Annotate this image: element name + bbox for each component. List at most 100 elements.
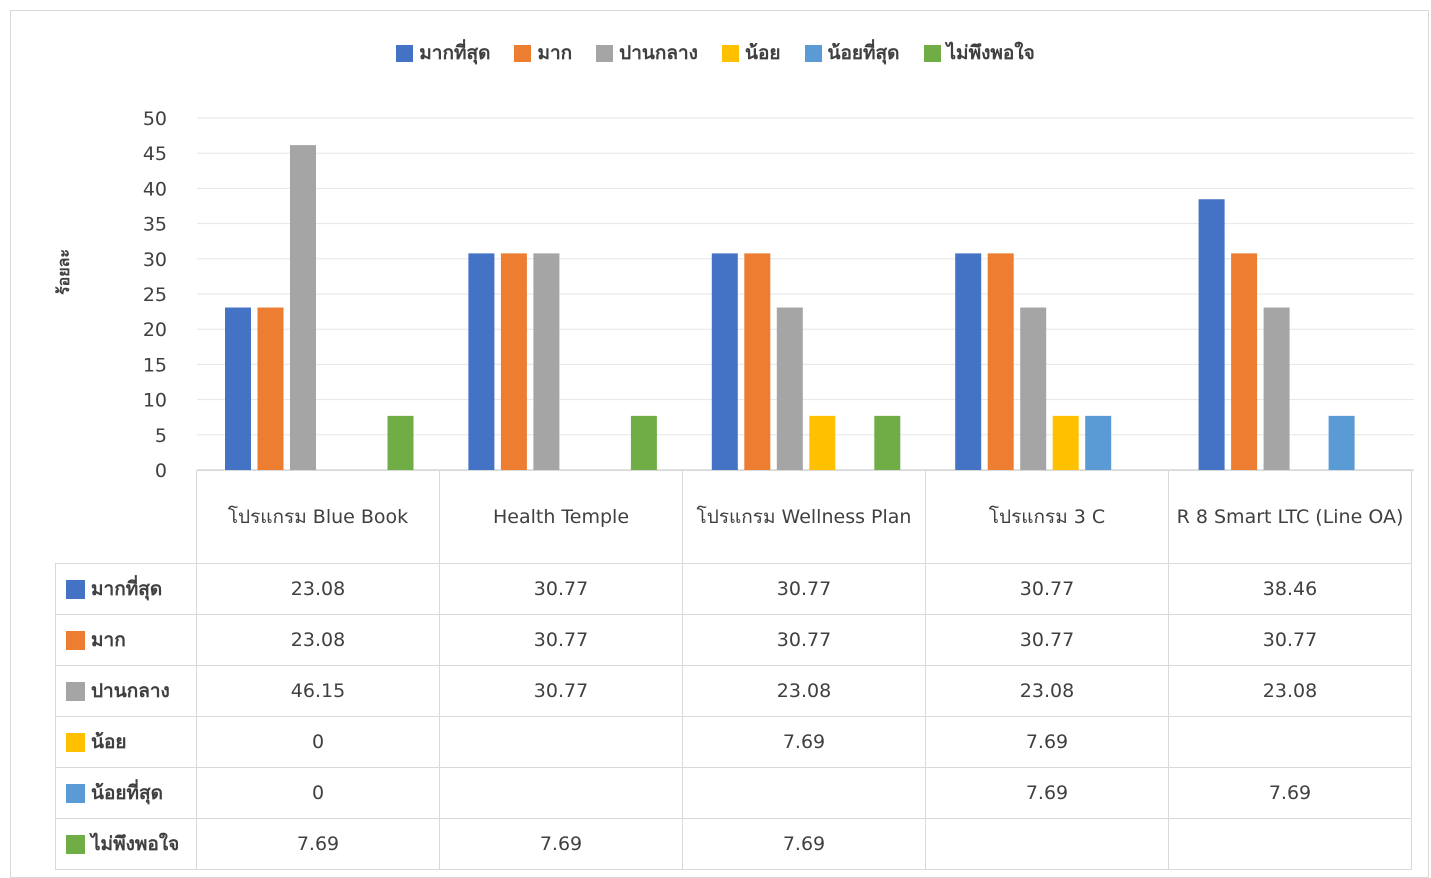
data-cell [925, 818, 1169, 870]
data-cell: 23.08 [196, 563, 440, 615]
data-cell [439, 716, 683, 768]
legend-item: มากที่สุด [396, 38, 490, 68]
legend-item: น้อย [721, 38, 781, 68]
series-name: ไม่พึงพอใจ [91, 833, 180, 855]
table-row: น้อยที่สุด 0 7.69 7.69 [55, 767, 1412, 819]
y-tick-label: 15 [143, 354, 167, 376]
table-row: น้อย 0 7.69 7.69 [55, 716, 1412, 768]
series-label: น้อย [55, 716, 197, 768]
data-cell: 23.08 [196, 614, 440, 666]
data-cell: 30.77 [925, 563, 1169, 615]
data-table: โปรแกรม Blue Book Health Temple โปรแกรม We… [55, 470, 1412, 870]
legend-swatch [804, 44, 822, 62]
data-cell: 7.69 [682, 818, 926, 870]
series-name: มาก [91, 629, 126, 651]
series-name: น้อยที่สุด [91, 782, 163, 804]
data-cell: 30.77 [925, 614, 1169, 666]
legend-swatch [721, 44, 739, 62]
bar [387, 415, 414, 470]
bar [809, 415, 836, 470]
bar [225, 307, 251, 470]
bar [257, 307, 284, 470]
bar [711, 253, 738, 470]
y-tick-label: 50 [143, 108, 167, 130]
legend-label: น้อย [744, 42, 781, 64]
bar [874, 415, 901, 470]
data-cell: 30.77 [439, 563, 683, 615]
data-cell: 0 [196, 767, 440, 819]
data-cell [1168, 716, 1412, 768]
bar [468, 253, 495, 470]
category-label: โปรแกรม 3 C [925, 470, 1169, 564]
series-label: ปานกลาง [55, 665, 197, 717]
series-name: ปานกลาง [91, 680, 170, 702]
table-row: มาก 23.08 30.77 30.77 30.77 30.77 [55, 614, 1412, 666]
y-tick-label: 20 [143, 319, 167, 341]
legend-swatch [514, 44, 532, 62]
bar [500, 253, 527, 470]
series-swatch [66, 631, 85, 650]
y-tick-label: 30 [143, 249, 167, 271]
legend-swatch [396, 44, 414, 62]
data-cell: 7.69 [925, 716, 1169, 768]
table-row: ปานกลาง 46.15 30.77 23.08 23.08 23.08 [55, 665, 1412, 717]
data-cell: 7.69 [925, 767, 1169, 819]
bar [955, 253, 982, 470]
data-cell: 7.69 [1168, 767, 1412, 819]
legend-item: ปานกลาง [596, 38, 698, 68]
bar [987, 253, 1014, 470]
series-label: มากที่สุด [55, 563, 197, 615]
y-tick-label: 40 [143, 178, 167, 200]
bar [630, 415, 657, 470]
legend-label: ไม่พึงพอใจ [946, 42, 1035, 64]
bar [744, 253, 771, 470]
data-cell: 23.08 [682, 665, 926, 717]
series-swatch [66, 682, 85, 701]
series-name: น้อย [91, 731, 127, 753]
bar [290, 145, 316, 470]
data-cell: 46.15 [196, 665, 440, 717]
bar [1328, 415, 1355, 470]
data-cell: 0 [196, 716, 440, 768]
data-cell [682, 767, 926, 819]
bar [1231, 253, 1258, 470]
bar [776, 307, 803, 470]
legend: มากที่สุด มาก ปานกลาง น้อย น้อยที่สุด ไม่พึงพ… [0, 38, 1431, 68]
y-tick-label: 35 [143, 214, 167, 236]
data-cell: 30.77 [439, 665, 683, 717]
category-label: R 8 Smart LTC (Line OA) [1168, 470, 1412, 564]
legend-item: ไม่พึงพอใจ [923, 38, 1035, 68]
category-label: โปรแกรม Wellness Plan [682, 470, 926, 564]
series-swatch [66, 733, 85, 752]
series-swatch [66, 580, 85, 599]
y-tick-label: 45 [143, 143, 167, 165]
data-cell: 7.69 [439, 818, 683, 870]
y-tick-label: 25 [143, 284, 167, 306]
legend-item: มาก [514, 38, 572, 68]
series-label: น้อยที่สุด [55, 767, 197, 819]
legend-label: น้อยที่สุด [827, 42, 900, 64]
table-corner [55, 470, 197, 564]
data-cell: 30.77 [1168, 614, 1412, 666]
bar [533, 253, 560, 470]
data-cell: 30.77 [439, 614, 683, 666]
bar [1198, 199, 1225, 471]
series-label: มาก [55, 614, 197, 666]
data-cell: 7.69 [196, 818, 440, 870]
y-tick-label: 5 [155, 425, 167, 447]
data-cell: 30.77 [682, 614, 926, 666]
data-cell: 38.46 [1168, 563, 1412, 615]
data-cell: 7.69 [682, 716, 926, 768]
legend-swatch [596, 44, 614, 62]
series-name: มากที่สุด [91, 578, 163, 600]
bar [1263, 307, 1290, 470]
legend-label: ปานกลาง [619, 42, 698, 64]
data-cell: 30.77 [682, 563, 926, 615]
legend-swatch [923, 44, 941, 62]
category-label: Health Temple [439, 470, 683, 564]
bar [1020, 307, 1047, 470]
data-cell: 23.08 [1168, 665, 1412, 717]
data-cell [1168, 818, 1412, 870]
legend-label: มาก [537, 42, 573, 64]
legend-item: น้อยที่สุด [804, 38, 900, 68]
